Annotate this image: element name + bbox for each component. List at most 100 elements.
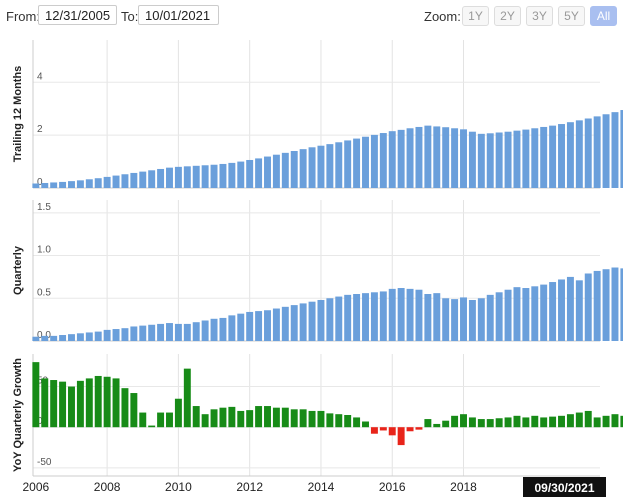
bar[interactable] [192,322,200,341]
bar[interactable] [166,167,173,188]
bar[interactable] [344,140,352,188]
bar[interactable] [558,279,565,341]
bar[interactable] [531,286,539,341]
bar[interactable] [433,293,441,341]
bar[interactable] [139,171,147,188]
bar[interactable] [192,406,200,428]
bar[interactable] [130,393,138,428]
bar[interactable] [41,378,49,428]
bar[interactable] [264,310,271,341]
bar[interactable] [566,122,574,188]
bar[interactable] [281,152,289,188]
bar[interactable] [139,412,147,428]
bar[interactable] [344,415,352,428]
bar[interactable] [32,183,40,188]
bar[interactable] [299,409,307,428]
bar[interactable] [584,118,592,188]
bar[interactable] [246,311,254,341]
bar[interactable] [290,409,298,428]
zoom-3y-button[interactable]: 3Y [526,6,553,26]
bar[interactable] [602,269,610,341]
bar[interactable] [85,179,93,188]
bar[interactable] [388,131,396,188]
bar[interactable] [397,427,405,446]
bar[interactable] [558,124,565,188]
bar[interactable] [362,136,369,188]
bar[interactable] [522,417,530,428]
bar[interactable] [486,294,494,341]
bar[interactable] [433,126,441,188]
to-date-input[interactable]: 10/01/2021 [138,5,219,25]
bar[interactable] [433,423,441,428]
zoom-5y-button[interactable]: 5Y [558,6,585,26]
bar[interactable] [103,376,111,428]
bar[interactable] [237,161,245,188]
bar[interactable] [219,163,227,188]
bar[interactable] [335,296,343,341]
bar[interactable] [41,335,49,341]
bar[interactable] [32,362,40,428]
bar[interactable] [112,175,120,188]
bar[interactable] [121,328,129,341]
bar[interactable] [183,323,191,341]
bar[interactable] [513,415,521,428]
bar[interactable] [379,427,387,431]
bar[interactable] [522,288,530,341]
bar[interactable] [584,273,592,341]
bar[interactable] [299,303,307,341]
bar[interactable] [602,114,610,188]
bar[interactable] [228,162,236,188]
bar[interactable] [308,147,316,188]
bar[interactable] [495,292,503,341]
bar[interactable] [166,323,173,341]
bar[interactable] [272,154,280,188]
bar[interactable] [85,378,93,428]
bar[interactable] [281,306,289,341]
bar[interactable] [611,267,619,341]
bar[interactable] [406,288,414,341]
bar[interactable] [272,407,280,428]
bar[interactable] [397,288,405,341]
bar[interactable] [290,151,298,188]
bar[interactable] [442,420,450,428]
bar[interactable] [477,133,485,188]
bar[interactable] [228,406,236,428]
bar[interactable] [174,323,182,341]
bar[interactable] [121,388,129,428]
bar[interactable] [201,414,209,428]
bar[interactable] [50,182,58,188]
bar[interactable] [353,138,361,188]
bar[interactable] [504,131,512,188]
bar[interactable] [317,299,325,341]
bar[interactable] [460,414,467,428]
bar[interactable] [148,324,156,341]
bar[interactable] [424,294,432,341]
bar[interactable] [139,325,147,341]
bar[interactable] [415,126,423,188]
bar[interactable] [451,299,459,341]
bar[interactable] [76,180,84,188]
bar[interactable] [308,301,316,341]
bar[interactable] [451,415,459,428]
bar[interactable] [451,128,459,188]
zoom-1y-button[interactable]: 1Y [462,6,489,26]
bar[interactable] [183,368,191,428]
bar[interactable] [415,289,423,341]
bar[interactable] [388,427,396,436]
bar[interactable] [317,410,325,428]
bar[interactable] [575,120,583,188]
bar[interactable] [192,165,200,188]
bar[interactable] [379,291,387,341]
bar[interactable] [272,308,280,341]
bar[interactable] [468,131,476,188]
bar[interactable] [540,284,548,341]
bar[interactable] [148,170,156,188]
bar[interactable] [112,378,120,428]
bar[interactable] [94,178,102,188]
bar[interactable] [210,409,218,428]
bar[interactable] [362,293,369,341]
bar[interactable] [183,166,191,188]
bar[interactable] [237,410,245,428]
bar[interactable] [281,407,289,428]
bar[interactable] [219,317,227,341]
